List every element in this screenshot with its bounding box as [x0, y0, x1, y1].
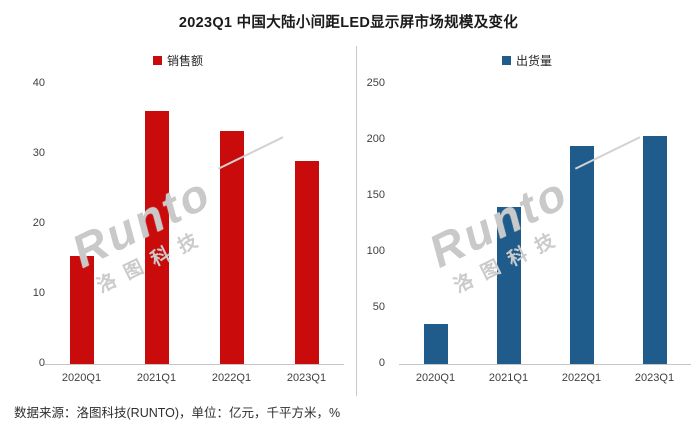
y-tick-label: 150 — [366, 189, 385, 201]
y-tick-label: 200 — [366, 133, 385, 145]
sales-legend: 销售额 — [0, 52, 356, 68]
y-tick-label: 100 — [366, 245, 385, 257]
x-tick-label: 2020Q1 — [415, 372, 456, 384]
shipments-y-axis: 0 50 100 150 200 250 — [357, 77, 385, 369]
x-tick-label: 2022Q1 — [561, 372, 602, 384]
x-tick-label: 2021Q1 — [136, 372, 177, 384]
data-source-note: 数据来源：洛图科技(RUNTO)，单位：亿元，千平方米，% — [14, 406, 341, 420]
x-tick-label: 2020Q1 — [61, 372, 102, 384]
bar-2021Q1 — [496, 207, 521, 364]
x-tick-label: 2021Q1 — [488, 372, 529, 384]
shipments-plot-area — [399, 83, 691, 365]
y-tick-label: 10 — [32, 287, 45, 299]
shipments-legend-swatch-icon — [501, 55, 511, 65]
y-tick-label: 0 — [378, 357, 385, 369]
sales-chart-panel: 销售额 0 10 20 30 40 Runto 洛图科技 2020Q1 2021Q1 202… — [0, 40, 356, 400]
sales-plot-area — [44, 83, 344, 365]
bar-2020Q1 — [423, 323, 448, 364]
y-tick-label: 0 — [38, 357, 45, 369]
x-tick-label: 2022Q1 — [211, 372, 252, 384]
y-tick-label: 250 — [366, 77, 385, 89]
bar-2022Q1 — [219, 130, 244, 364]
sales-y-axis: 0 10 20 30 40 — [15, 77, 45, 369]
shipments-legend-label: 出货量 — [515, 53, 552, 68]
page-title: 2023Q1 中国大陆小间距LED显示屏市场规模及变化 — [178, 15, 519, 31]
x-tick-label: 2023Q1 — [286, 372, 327, 384]
y-tick-label: 30 — [32, 147, 45, 159]
x-tick-label: 2023Q1 — [634, 372, 675, 384]
bar-2022Q1 — [569, 145, 594, 364]
sales-legend-swatch-icon — [152, 55, 162, 65]
bar-2020Q1 — [69, 255, 94, 364]
y-tick-label: 40 — [32, 77, 45, 89]
y-tick-label: 20 — [32, 217, 45, 229]
bar-2023Q1 — [642, 135, 667, 364]
bar-2023Q1 — [294, 161, 319, 364]
panel-divider-line — [356, 46, 357, 396]
bar-2021Q1 — [144, 110, 169, 364]
shipments-chart-panel: 出货量 0 50 100 150 200 250 Runto 洛图科技 2020Q1 202… — [357, 40, 697, 400]
shipments-legend: 出货量 — [357, 52, 697, 68]
y-tick-label: 50 — [372, 301, 385, 313]
sales-legend-label: 销售额 — [166, 53, 203, 68]
